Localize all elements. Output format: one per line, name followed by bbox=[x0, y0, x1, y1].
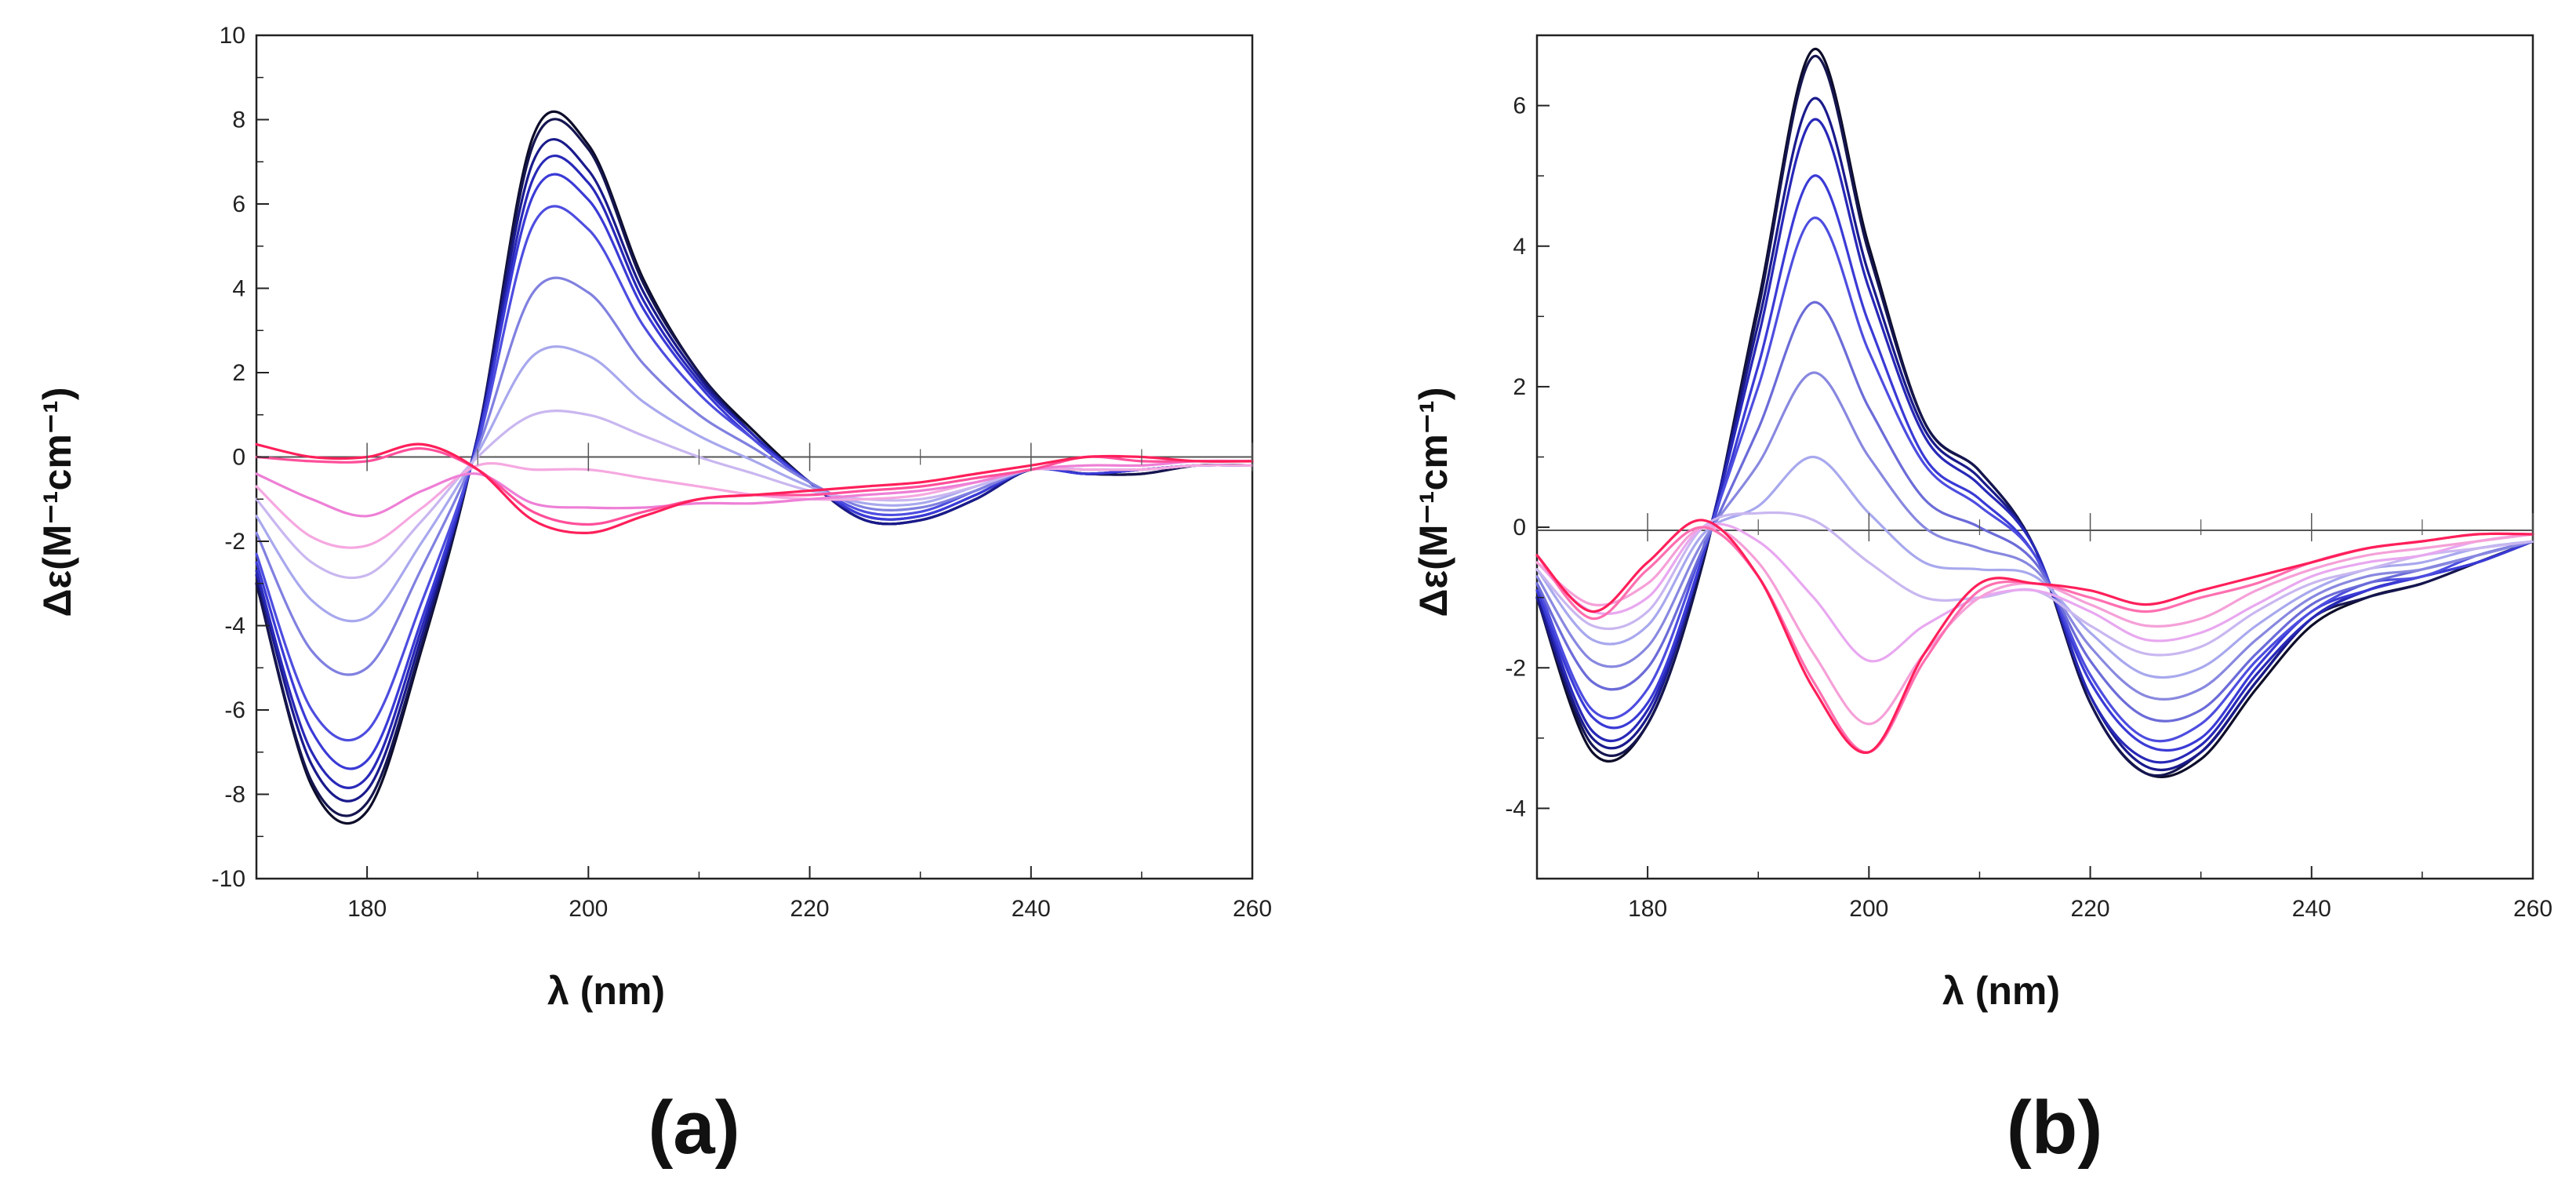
y-axis-title: Δε(M⁻¹cm⁻¹) bbox=[35, 388, 79, 617]
x-tick-label: 220 bbox=[2071, 896, 2110, 922]
x-tick-label: 260 bbox=[2513, 896, 2552, 922]
series-line-s1 bbox=[1535, 48, 2534, 779]
series-line-s13 bbox=[255, 442, 1254, 534]
x-axis-title: λ (nm) bbox=[1942, 969, 2060, 1013]
series-line-s2 bbox=[255, 118, 1254, 817]
series-line-s4 bbox=[1535, 118, 2534, 764]
y-tick-label: 4 bbox=[1513, 234, 1526, 260]
series-line-s1 bbox=[255, 110, 1254, 825]
y-tick-label: 8 bbox=[232, 107, 245, 133]
y-tick-label: -2 bbox=[224, 529, 245, 555]
panel-a: -10 -8 -6 -4 -2 0 2 4 6 8 10 180 200 220 240 260 λ (nm)… bbox=[35, 23, 1272, 1170]
x-tick-label: 200 bbox=[1849, 896, 1888, 922]
y-tick-label: -2 bbox=[1505, 655, 1526, 681]
series-line-s8 bbox=[1535, 371, 2534, 701]
x-tick-label: 180 bbox=[1628, 896, 1667, 922]
ticks-layer: -10 -8 -6 -4 -2 0 2 4 6 8 10 180 200 220 240 260 bbox=[212, 23, 1272, 922]
series-line-s14 bbox=[1535, 519, 2534, 755]
x-tick-label: 180 bbox=[347, 896, 387, 922]
y-tick-label: -8 bbox=[224, 782, 245, 808]
y-tick-label: 0 bbox=[232, 445, 245, 471]
panel-b: -4 -2 0 2 4 6 180 200 220 240 260 λ (nm) Δε(M⁻¹cm⁻… bbox=[1412, 34, 2552, 1170]
ticks-layer: -4 -2 0 2 4 6 180 200 220 240 260 bbox=[1505, 93, 2552, 922]
panel-label: (b) bbox=[2007, 1086, 2103, 1170]
y-axis-title: Δε(M⁻¹cm⁻¹) bbox=[1412, 388, 1455, 617]
series-line-s5 bbox=[1535, 174, 2534, 752]
plot-frame bbox=[1535, 34, 2534, 880]
x-tick-label: 220 bbox=[790, 896, 830, 922]
series-line-s7 bbox=[1535, 300, 2534, 723]
series-line-s10 bbox=[255, 461, 1254, 549]
y-tick-label: -4 bbox=[1505, 795, 1526, 821]
series-line-s2 bbox=[1535, 55, 2534, 777]
x-tick-label: 240 bbox=[2292, 896, 2331, 922]
series-line-s6 bbox=[1535, 217, 2534, 743]
y-tick-label: 6 bbox=[1513, 93, 1526, 119]
x-axis-title: λ (nm) bbox=[547, 969, 665, 1013]
y-tick-label: 2 bbox=[1513, 374, 1526, 400]
series-line-s11 bbox=[255, 459, 1254, 518]
y-tick-label: -10 bbox=[212, 866, 245, 892]
x-tick-label: 260 bbox=[1233, 896, 1272, 922]
series-layer bbox=[1535, 48, 2534, 779]
series-line-s9 bbox=[1535, 455, 2534, 679]
y-tick-label: 0 bbox=[1513, 515, 1526, 541]
y-tick-label: 6 bbox=[232, 191, 245, 217]
y-tick-label: 4 bbox=[232, 276, 245, 302]
y-tick-label: -6 bbox=[224, 697, 245, 723]
y-tick-label: -4 bbox=[224, 613, 245, 639]
series-line-s8 bbox=[255, 345, 1254, 623]
y-tick-label: 10 bbox=[220, 23, 245, 49]
x-tick-label: 240 bbox=[1012, 896, 1051, 922]
series-line-s3 bbox=[1535, 96, 2534, 772]
panel-label: (a) bbox=[648, 1086, 739, 1170]
y-tick-label: 2 bbox=[232, 360, 245, 386]
series-line-s7 bbox=[255, 276, 1254, 676]
x-tick-label: 200 bbox=[569, 896, 608, 922]
series-layer bbox=[255, 110, 1254, 825]
